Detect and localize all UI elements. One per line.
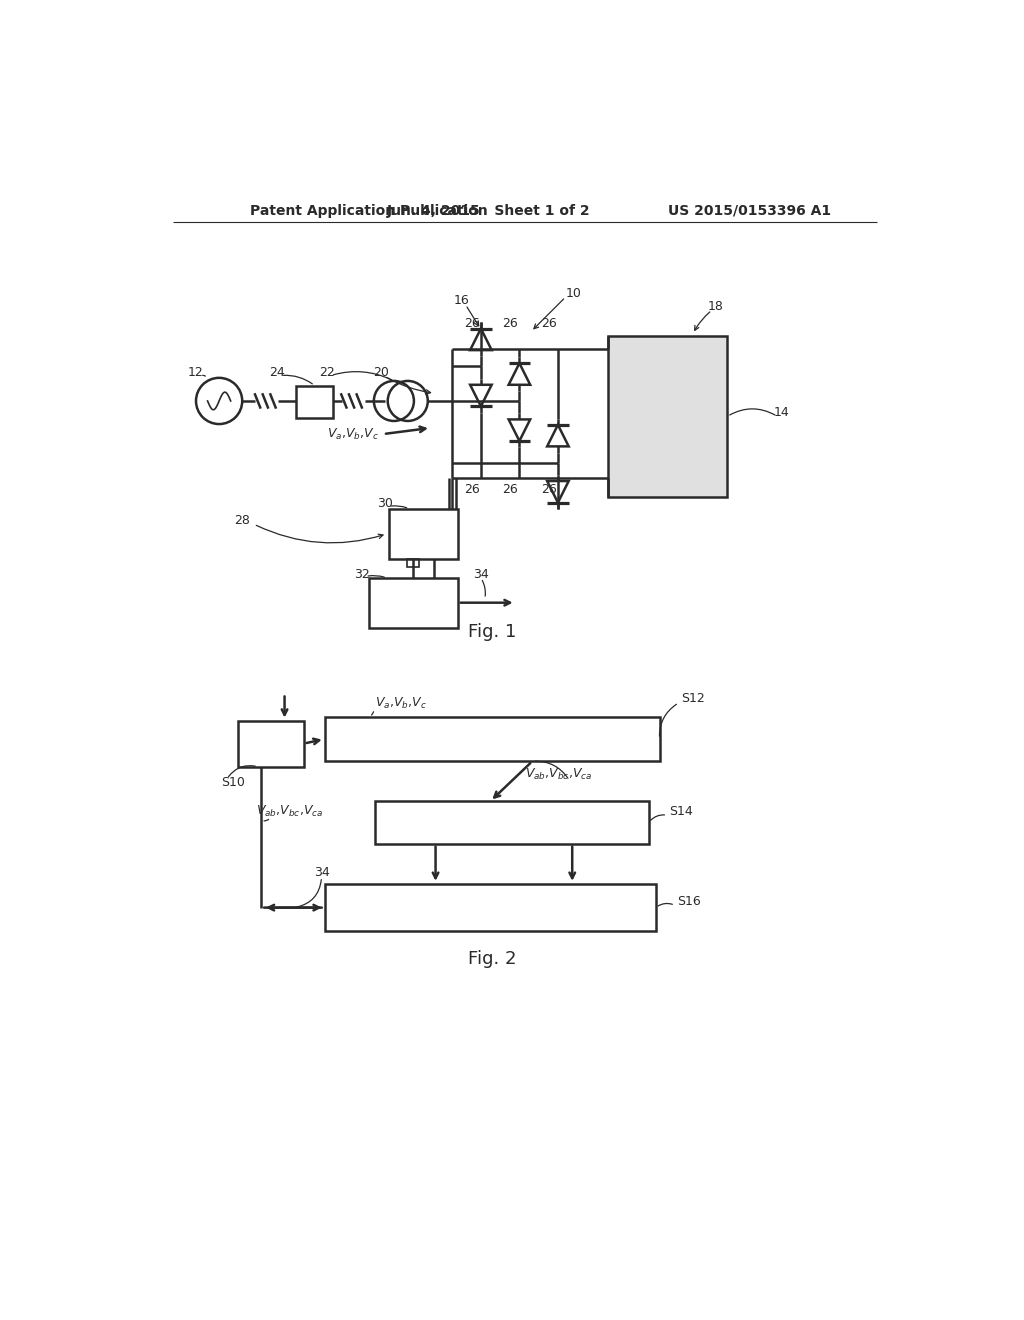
Text: 16: 16 bbox=[454, 294, 470, 308]
Bar bbox=[376, 801, 649, 843]
Text: 22: 22 bbox=[319, 366, 335, 379]
Text: 26: 26 bbox=[541, 483, 557, 496]
Text: S10: S10 bbox=[221, 776, 246, 788]
Text: 30: 30 bbox=[377, 496, 392, 510]
Text: Patent Application Publication: Patent Application Publication bbox=[250, 203, 487, 218]
Bar bbox=[239, 721, 304, 767]
Text: S12: S12 bbox=[681, 693, 705, 705]
Bar bbox=[608, 335, 727, 498]
Text: $V_a$,$V_b$,$V_c$: $V_a$,$V_b$,$V_c$ bbox=[376, 696, 427, 711]
Text: 28: 28 bbox=[234, 513, 250, 527]
Text: 26: 26 bbox=[464, 483, 479, 496]
Text: US 2015/0153396 A1: US 2015/0153396 A1 bbox=[668, 203, 831, 218]
Text: $V_a$,$V_b$,$V_c$: $V_a$,$V_b$,$V_c$ bbox=[327, 426, 379, 442]
Text: 34: 34 bbox=[473, 568, 488, 581]
Bar bbox=[407, 558, 419, 566]
Text: 10: 10 bbox=[565, 286, 582, 300]
Text: 18: 18 bbox=[708, 300, 724, 313]
Text: 26: 26 bbox=[464, 317, 479, 330]
Text: S16: S16 bbox=[677, 895, 701, 908]
Text: $V_{ab}$,$V_{bc}$,$V_{ca}$: $V_{ab}$,$V_{bc}$,$V_{ca}$ bbox=[256, 804, 324, 818]
Text: $V_{ab}$,$V_{bc}$,$V_{ca}$: $V_{ab}$,$V_{bc}$,$V_{ca}$ bbox=[525, 767, 593, 781]
Bar bbox=[325, 884, 655, 932]
Text: 26: 26 bbox=[503, 483, 518, 496]
Text: S14: S14 bbox=[670, 805, 693, 818]
Text: Jun. 4, 2015   Sheet 1 of 2: Jun. 4, 2015 Sheet 1 of 2 bbox=[387, 203, 591, 218]
Text: 14: 14 bbox=[773, 407, 790, 418]
Text: 24: 24 bbox=[269, 366, 285, 379]
Bar bbox=[388, 508, 458, 558]
Bar bbox=[370, 578, 458, 628]
Text: Fig. 2: Fig. 2 bbox=[468, 950, 517, 968]
Text: 26: 26 bbox=[541, 317, 557, 330]
Text: 32: 32 bbox=[353, 568, 370, 581]
Text: 26: 26 bbox=[503, 317, 518, 330]
Text: 34: 34 bbox=[313, 866, 330, 879]
Text: 12: 12 bbox=[188, 366, 204, 379]
Text: 20: 20 bbox=[373, 366, 389, 379]
Text: Fig. 1: Fig. 1 bbox=[468, 623, 517, 642]
Bar bbox=[296, 385, 333, 418]
Bar bbox=[325, 717, 659, 762]
